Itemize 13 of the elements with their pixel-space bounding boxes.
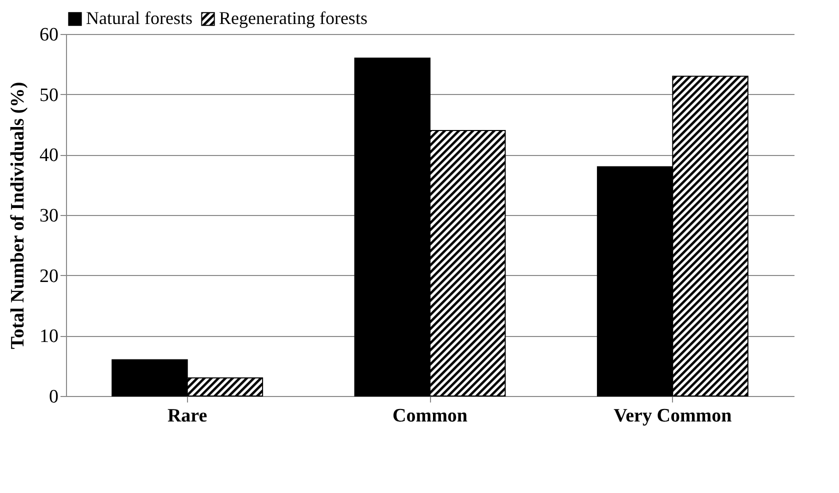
legend-label: Natural forests [86, 8, 192, 28]
x-tick-label: Common [392, 406, 468, 426]
y-tick-label: 20 [40, 266, 58, 287]
y-tick-label: 30 [40, 206, 58, 226]
x-tick-label: Very Common [614, 406, 732, 426]
x-tick-label: Rare [167, 406, 208, 426]
y-tick-label: 10 [40, 326, 58, 348]
y-tick-label: 50 [40, 84, 58, 106]
y-tick-label: 40 [40, 145, 58, 166]
y-axis-title: Total Number of Individuals (%) [8, 82, 28, 350]
y-tick-label: 60 [40, 24, 58, 46]
legend-label: Regenerating forests [219, 8, 368, 28]
y-tick-label: 0 [49, 386, 58, 408]
